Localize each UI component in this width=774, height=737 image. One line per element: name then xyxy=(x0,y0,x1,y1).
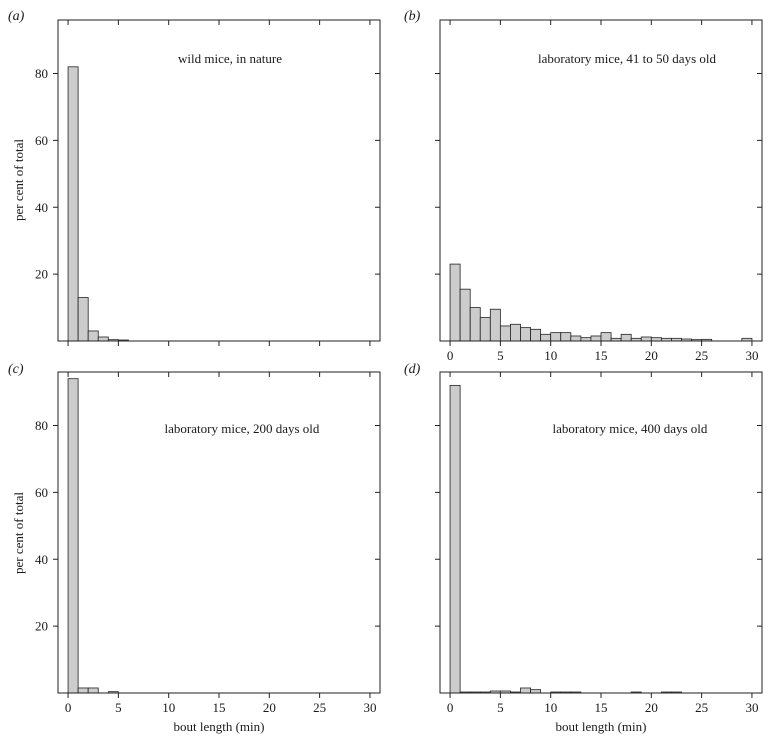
histogram-bar xyxy=(77,297,89,342)
x-tick-label: 15 xyxy=(213,700,226,715)
x-tick-label: 10 xyxy=(544,700,557,715)
x-tick-label: 0 xyxy=(447,348,454,363)
y-tick-label: 40 xyxy=(35,200,48,215)
histogram-bar xyxy=(67,66,79,342)
x-tick-label: 25 xyxy=(695,348,708,363)
x-tick-label: 5 xyxy=(497,700,504,715)
x-tick-label: 0 xyxy=(447,700,454,715)
histogram-bar xyxy=(459,288,471,342)
histogram-bar xyxy=(479,317,491,342)
histogram-bar xyxy=(540,333,552,342)
y-axis-label: per cent of total xyxy=(11,492,26,574)
histogram-bar xyxy=(87,330,99,342)
panel-0: 20 40 60 80 (a) wild mice, in nature per cent … xyxy=(8,9,381,346)
x-tick-label: 30 xyxy=(363,700,376,715)
histogram-bar xyxy=(600,332,612,342)
panel-letter: (b) xyxy=(404,9,421,24)
x-tick-label: 20 xyxy=(645,348,658,363)
panel-title: laboratory mice, 41 to 50 days old xyxy=(538,51,716,66)
x-tick-label: 25 xyxy=(695,700,708,715)
x-tick-label: 5 xyxy=(497,348,504,363)
x-tick-label: 20 xyxy=(263,700,276,715)
y-tick-label: 60 xyxy=(35,133,48,148)
x-tick-label: 25 xyxy=(313,700,326,715)
x-tick-label: 30 xyxy=(745,348,758,363)
x-tick-label: 5 xyxy=(115,700,122,715)
x-tick-label: 0 xyxy=(65,700,72,715)
histogram-bar xyxy=(510,323,521,342)
plot-frame xyxy=(57,19,381,342)
histogram-bar xyxy=(560,332,572,342)
panel-title: wild mice, in nature xyxy=(178,51,282,66)
y-tick-label: 80 xyxy=(35,418,48,433)
panel-2: 0 5 10 15 20 25 30 20 40 60 80 (c) laboratory mice, … xyxy=(8,362,381,734)
panel-letter: (d) xyxy=(404,362,421,377)
histogram-bar xyxy=(530,689,542,694)
y-tick-label: 20 xyxy=(35,267,48,282)
y-tick-label: 60 xyxy=(35,485,48,500)
histogram-bar xyxy=(520,687,531,694)
histogram-bar xyxy=(620,333,632,342)
x-axis-label: bout length (min) xyxy=(174,719,265,734)
panel-title: laboratory mice, 200 days old xyxy=(165,421,320,436)
panel-3: 0 5 10 15 20 25 30 (d) laboratory mice, 400 days… xyxy=(404,362,763,734)
panel-letter: (a) xyxy=(8,9,25,24)
plot-frame xyxy=(439,19,763,342)
histogram-bar xyxy=(97,336,109,342)
y-tick-label: 20 xyxy=(35,619,48,634)
histogram-bar xyxy=(449,384,461,694)
histogram-bar xyxy=(640,336,652,342)
x-tick-label: 10 xyxy=(162,700,175,715)
histogram-bar xyxy=(469,307,481,342)
x-tick-label: 20 xyxy=(645,700,658,715)
histogram-bar xyxy=(520,327,531,342)
x-tick-label: 15 xyxy=(595,348,608,363)
histogram-bar xyxy=(650,337,662,342)
histogram-bar xyxy=(530,328,542,342)
x-axis-label: bout length (min) xyxy=(556,719,647,734)
x-tick-label: 15 xyxy=(595,700,608,715)
panel-1: 0 5 10 15 20 25 30 (b) laboratory mice, 41 to 50… xyxy=(404,9,763,363)
histogram-bar xyxy=(590,335,602,342)
histogram-bar xyxy=(550,332,562,342)
histogram-bar xyxy=(580,337,592,342)
histogram-bar xyxy=(67,378,79,694)
histogram-bar xyxy=(77,687,89,694)
histogram-bar xyxy=(570,335,582,342)
histogram-bar xyxy=(489,308,501,342)
histogram-bar xyxy=(449,263,461,342)
histogram-bar xyxy=(499,325,511,342)
y-tick-label: 80 xyxy=(35,66,48,81)
panel-title: laboratory mice, 400 days old xyxy=(553,421,708,436)
x-tick-label: 10 xyxy=(544,348,557,363)
histogram-bar xyxy=(87,687,99,694)
y-axis-label: per cent of total xyxy=(11,139,26,221)
y-tick-label: 40 xyxy=(35,552,48,567)
x-tick-label: 30 xyxy=(745,700,758,715)
panel-letter: (c) xyxy=(8,362,24,377)
